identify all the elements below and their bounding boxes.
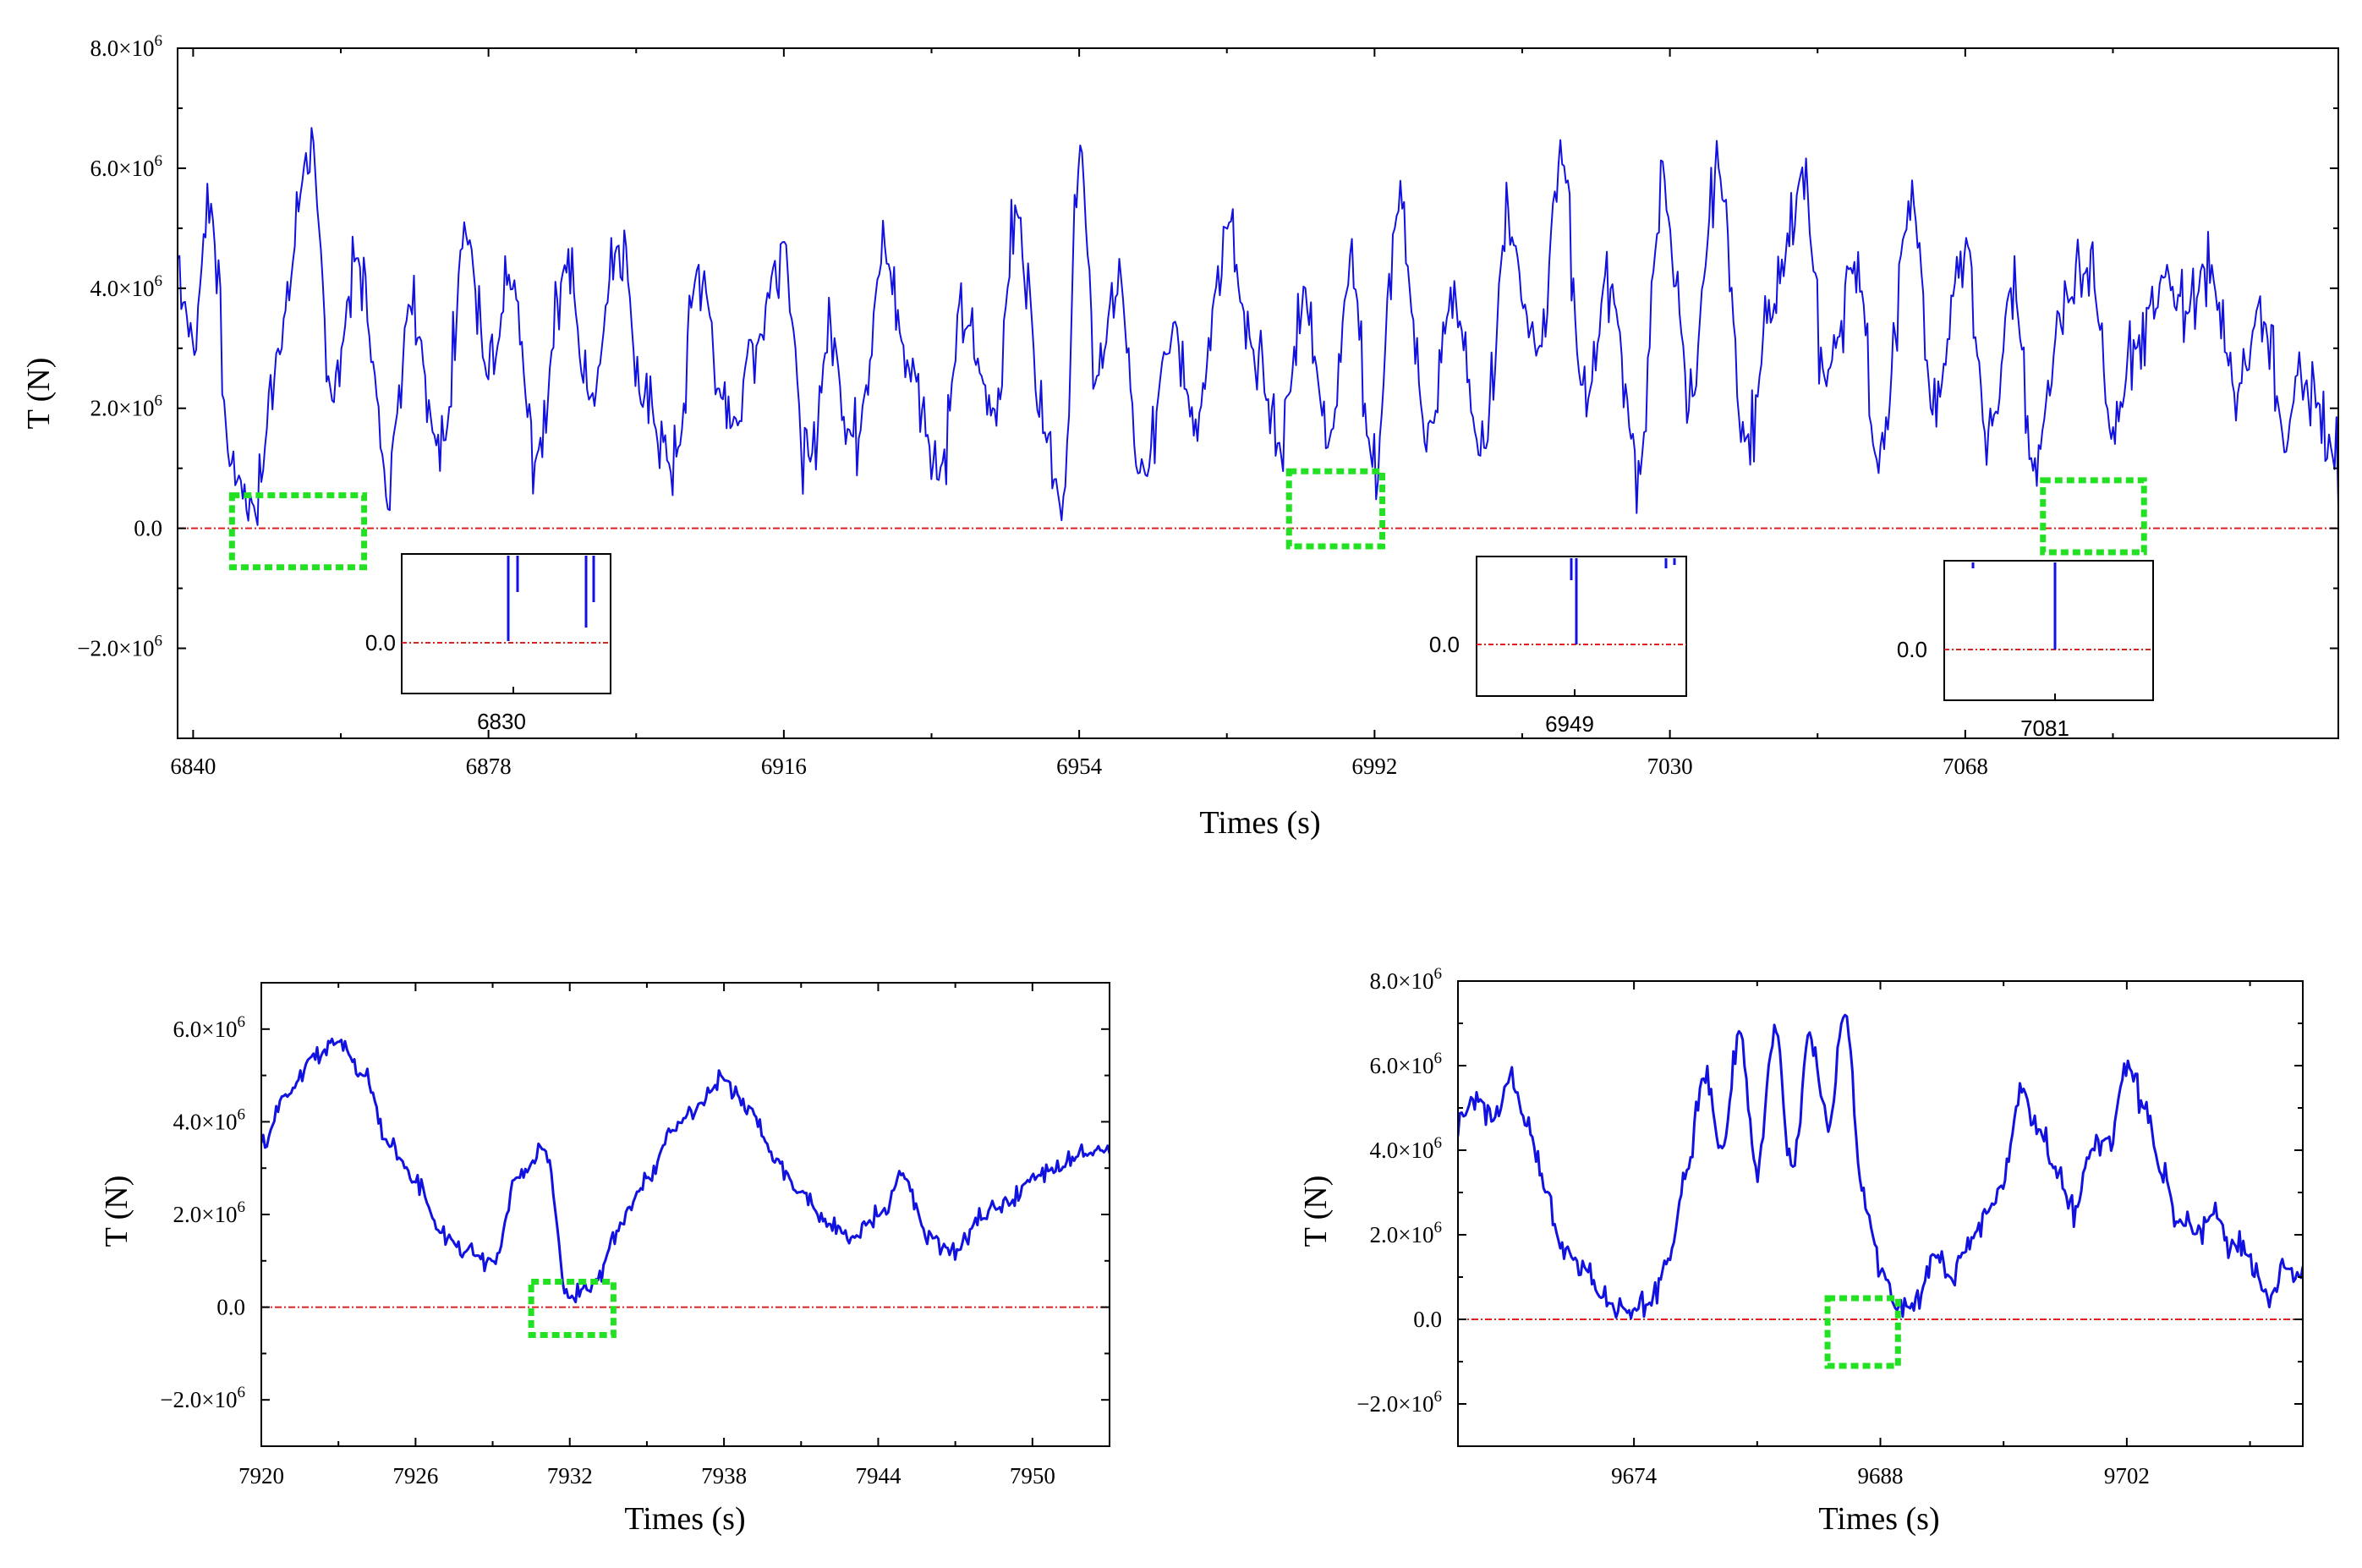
inset-2-label: 6949 (1545, 711, 1594, 737)
bottom-right-chart-y-tick-label: 6.0×106 (1370, 1050, 1442, 1078)
top-chart: 6840 6878 6916 6954 6992 7030 7068 −2.0×106 0.0… (21, 32, 2339, 841)
bottom-right-chart-highlight-box (1824, 1295, 1901, 1369)
bottom-right-chart-y-tick-label: 4.0×106 (1370, 1134, 1442, 1163)
top-chart-series-line (178, 127, 2338, 526)
top-chart-plot (178, 127, 2338, 571)
top-chart-x-tick-label: 7030 (1647, 754, 1693, 779)
bottom-left-chart-x-ticks: 7920 7926 7932 7938 7944 7950 (238, 983, 1055, 1489)
top-chart-x-tick-label: 6954 (1056, 754, 1103, 779)
top-chart-highlight-box (2040, 477, 2147, 556)
bottom-right-chart-y-tick-label: −2.0×106 (1356, 1388, 1442, 1417)
top-chart-x-tick-label: 6992 (1351, 754, 1397, 779)
top-chart-y-tick-label: −2.0×106 (77, 633, 162, 661)
bottom-right-chart-y-axis-label: T (N) (1298, 1176, 1334, 1247)
bottom-left-chart-series-group (261, 1037, 1110, 1308)
top-chart-highlight-box (1285, 468, 1386, 550)
inset-3-zero-label: 0.0 (1897, 637, 1927, 662)
bottom-left-chart-y-tick-label: 0.0 (216, 1295, 245, 1320)
bottom-left-chart-y-tick-label: 2.0×106 (173, 1198, 245, 1227)
top-chart-highlight-box (228, 492, 368, 571)
top-chart-x-tick-label: 7068 (1943, 754, 1988, 779)
inset-3: 0.0 7081 (1897, 560, 2154, 741)
bottom-left-chart-series-line (261, 1037, 1110, 1303)
inset-2-zero-label: 0.0 (1429, 632, 1460, 657)
inset-3-label: 7081 (2020, 715, 2069, 741)
bottom-right-chart-y-tick-label: 2.0×106 (1370, 1219, 1442, 1247)
inset-1-label: 6830 (477, 709, 526, 734)
bottom-left-chart-plot (261, 1037, 1110, 1338)
bottom-left-chart-x-tick-label: 7920 (238, 1463, 284, 1489)
top-chart-y-ticks: −2.0×106 0.0 2.0×106 4.0×106 6.0×106 8.0×106 (77, 32, 2338, 661)
bottom-left-chart-x-tick-label: 7926 (392, 1463, 438, 1489)
top-chart-x-axis-label: Times (s) (1199, 805, 1320, 841)
top-chart-x-ticks: 6840 6878 6916 6954 6992 7030 7068 (170, 48, 2114, 779)
bottom-left-chart-y-tick-label: 4.0×106 (173, 1105, 245, 1134)
bottom-right-chart: 9674 9688 9702 −2.0×106 0.0 2.0×106 4.0×106 6.… (1298, 965, 2304, 1537)
bottom-right-chart-x-tick-label: 9702 (2104, 1463, 2150, 1489)
top-chart-y-tick-label: 4.0×106 (90, 272, 162, 301)
top-chart-y-axis-label: T (N) (21, 358, 57, 430)
bottom-left-chart-x-tick-label: 7944 (855, 1463, 902, 1489)
bottom-left-chart-y-axis-label: T (N) (99, 1176, 134, 1247)
top-chart-x-tick-label: 6840 (170, 754, 216, 779)
bottom-right-chart-series-group (1458, 1013, 2303, 1320)
bottom-right-chart-series-line (1458, 1013, 2303, 1320)
inset-1-frame (401, 553, 611, 694)
top-chart-y-tick-label: 2.0×106 (90, 392, 162, 421)
bottom-right-chart-plot (1458, 1013, 2303, 1369)
bottom-right-chart-x-tick-label: 9688 (1858, 1463, 1904, 1489)
bottom-right-chart-x-axis-label: Times (s) (1818, 1501, 1939, 1537)
bottom-left-chart-x-tick-label: 7950 (1010, 1463, 1055, 1489)
bottom-left-chart-x-tick-label: 7938 (701, 1463, 747, 1489)
top-chart-frame (177, 47, 2339, 739)
bottom-left-chart-y-ticks: −2.0×106 0.0 2.0×106 4.0×106 6.0×106 (160, 1013, 1110, 1412)
bottom-right-chart-y-tick-label: 0.0 (1413, 1307, 1442, 1332)
inset-1-zero-label: 0.0 (365, 630, 396, 655)
top-chart-series-group (178, 127, 2338, 529)
inset-1: 0.0 6830 (365, 553, 611, 734)
bottom-left-chart-highlight-box (528, 1278, 617, 1338)
top-chart-y-tick-label: 8.0×106 (90, 32, 162, 61)
inset-2: 0.0 6949 (1429, 556, 1687, 737)
bottom-right-chart-y-tick-label: 8.0×106 (1370, 965, 1442, 994)
bottom-right-chart-x-ticks: 9674 9688 9702 (1611, 981, 2251, 1489)
top-chart-x-tick-label: 6878 (466, 754, 512, 779)
top-chart-y-tick-label: 6.0×106 (90, 152, 162, 181)
bottom-left-chart: 7920 7926 7932 7938 7944 7950 −2.0×106 0.0 2.0×… (99, 982, 1110, 1537)
bottom-right-chart-y-ticks: −2.0×106 0.0 2.0×106 4.0×106 6.0×106 8.0×106 (1356, 965, 2303, 1417)
bottom-left-chart-x-axis-label: Times (s) (624, 1501, 745, 1537)
top-chart-x-tick-label: 6916 (761, 754, 807, 779)
bottom-left-chart-x-tick-label: 7932 (547, 1463, 593, 1489)
inset-2-frame (1476, 556, 1687, 697)
bottom-left-chart-y-tick-label: −2.0×106 (160, 1384, 245, 1412)
top-chart-y-tick-label: 0.0 (134, 516, 162, 541)
bottom-right-chart-x-tick-label: 9674 (1611, 1463, 1658, 1489)
inset-3-frame (1943, 560, 2154, 701)
bottom-left-chart-y-tick-label: 6.0×106 (173, 1013, 245, 1042)
